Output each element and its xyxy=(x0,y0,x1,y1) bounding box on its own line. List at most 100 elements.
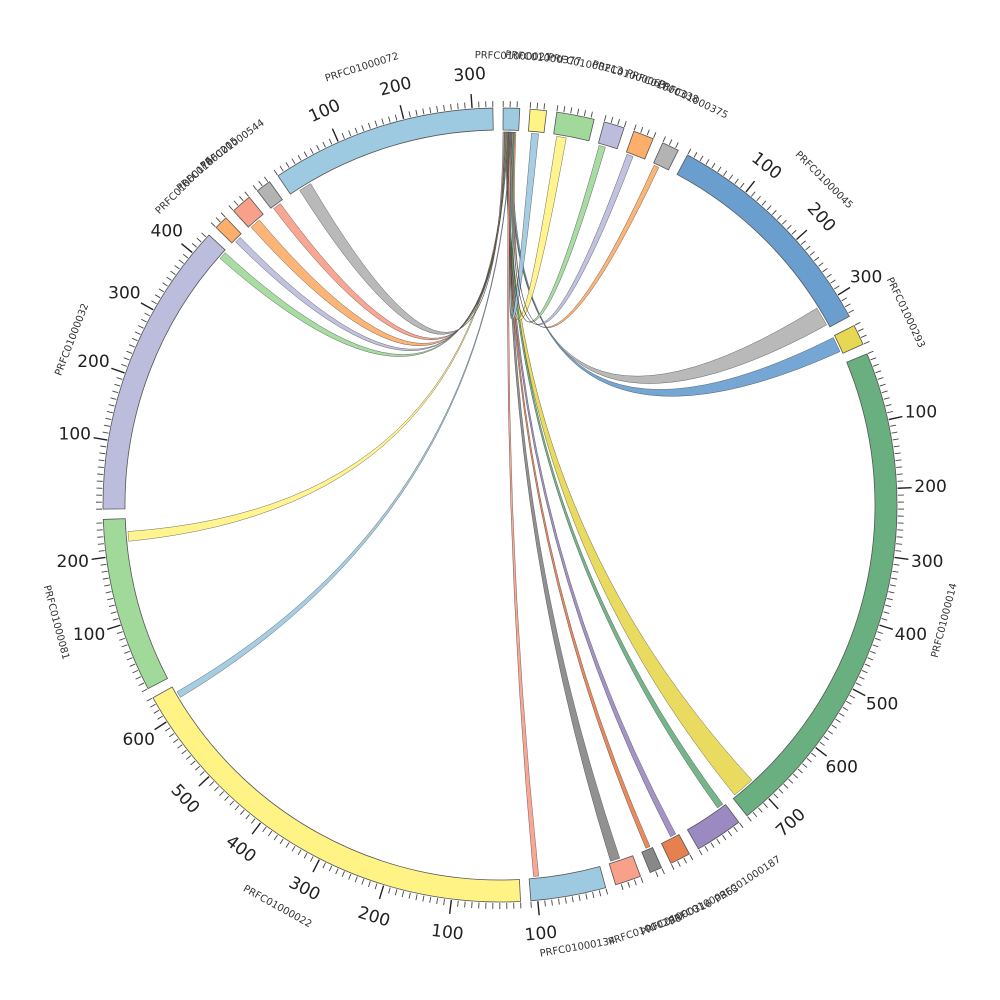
minor-tick xyxy=(162,282,168,287)
minor-tick xyxy=(716,838,721,845)
major-tick xyxy=(181,243,193,254)
major-tick xyxy=(470,93,473,109)
minor-tick xyxy=(374,120,378,127)
major-tick xyxy=(154,721,167,731)
major-tick xyxy=(448,899,453,914)
major-tick xyxy=(768,798,779,810)
minor-tick xyxy=(661,868,665,875)
minor-tick xyxy=(693,152,698,158)
minor-tick xyxy=(728,174,734,180)
minor-tick xyxy=(361,878,365,885)
major-tick xyxy=(106,624,121,630)
minor-tick xyxy=(214,786,220,792)
minor-tick xyxy=(830,279,836,284)
minor-tick xyxy=(704,845,709,852)
minor-tick xyxy=(633,124,637,131)
minor-tick xyxy=(97,543,104,545)
link-ribbon xyxy=(510,131,841,397)
segment-arc xyxy=(102,518,169,690)
major-tick xyxy=(888,415,903,421)
minor-tick xyxy=(705,159,710,165)
minor-tick xyxy=(464,901,466,908)
minor-tick xyxy=(895,550,902,552)
tick-label: 100 xyxy=(905,402,937,422)
minor-tick xyxy=(733,826,738,833)
minor-tick xyxy=(610,116,614,123)
minor-tick xyxy=(99,452,106,455)
minor-tick xyxy=(210,222,216,228)
minor-tick xyxy=(857,328,864,332)
minor-tick xyxy=(867,350,874,354)
minor-tick xyxy=(415,894,418,901)
minor-tick xyxy=(224,795,230,801)
minor-tick xyxy=(110,611,117,614)
minor-tick xyxy=(436,105,439,112)
minor-tick xyxy=(544,900,546,907)
minor-tick xyxy=(872,644,879,648)
minor-tick xyxy=(297,154,302,161)
minor-tick xyxy=(401,891,405,898)
minor-tick xyxy=(722,834,727,841)
minor-tick xyxy=(781,219,787,225)
minor-tick xyxy=(450,103,452,111)
minor-tick xyxy=(556,105,559,112)
minor-tick xyxy=(570,107,573,114)
minor-tick xyxy=(267,830,273,837)
minor-tick xyxy=(786,224,792,230)
minor-tick xyxy=(174,265,180,270)
minor-tick xyxy=(640,877,644,884)
minor-tick xyxy=(348,130,352,137)
minor-tick xyxy=(116,631,123,635)
minor-tick xyxy=(771,209,777,215)
minor-tick xyxy=(415,109,418,116)
minor-tick xyxy=(219,791,224,797)
minor-tick xyxy=(279,838,284,845)
tick-label: 200 xyxy=(355,903,392,932)
minor-tick xyxy=(240,809,245,815)
minor-tick xyxy=(381,118,384,125)
minor-tick xyxy=(773,793,779,799)
minor-tick xyxy=(841,297,848,302)
minor-tick xyxy=(788,778,794,784)
minor-tick xyxy=(583,110,587,117)
minor-tick xyxy=(291,845,296,852)
minor-tick xyxy=(157,715,163,720)
minor-tick xyxy=(126,350,133,354)
major-tick xyxy=(796,229,808,240)
minor-tick xyxy=(797,768,803,774)
minor-tick xyxy=(244,191,249,197)
minor-tick xyxy=(123,357,130,361)
minor-tick xyxy=(835,718,841,723)
minor-tick xyxy=(585,893,588,900)
minor-tick xyxy=(877,631,884,635)
minor-tick xyxy=(201,232,207,238)
minor-tick xyxy=(888,591,895,594)
major-tick xyxy=(879,624,894,631)
link-ribbon xyxy=(508,131,621,862)
minor-tick xyxy=(164,727,171,732)
segment-arc xyxy=(625,130,654,160)
minor-tick xyxy=(220,212,226,218)
minor-tick xyxy=(689,854,694,861)
minor-tick xyxy=(577,108,580,115)
minor-tick xyxy=(867,657,874,661)
minor-tick xyxy=(181,749,187,755)
minor-tick xyxy=(802,763,808,768)
major-tick xyxy=(745,180,756,193)
minor-tick xyxy=(620,883,624,890)
minor-tick xyxy=(543,103,546,110)
minor-tick xyxy=(263,176,269,182)
minor-tick xyxy=(869,650,876,654)
minor-tick xyxy=(687,148,692,155)
minor-tick xyxy=(571,896,574,903)
major-tick xyxy=(894,556,909,561)
minor-tick xyxy=(640,126,644,133)
minor-tick xyxy=(605,888,609,895)
segment-label: PRFC01000045 xyxy=(793,149,855,211)
major-tick xyxy=(537,901,540,916)
minor-tick xyxy=(429,896,432,903)
minor-tick xyxy=(881,618,888,621)
minor-tick xyxy=(112,618,119,621)
minor-tick xyxy=(97,466,104,468)
